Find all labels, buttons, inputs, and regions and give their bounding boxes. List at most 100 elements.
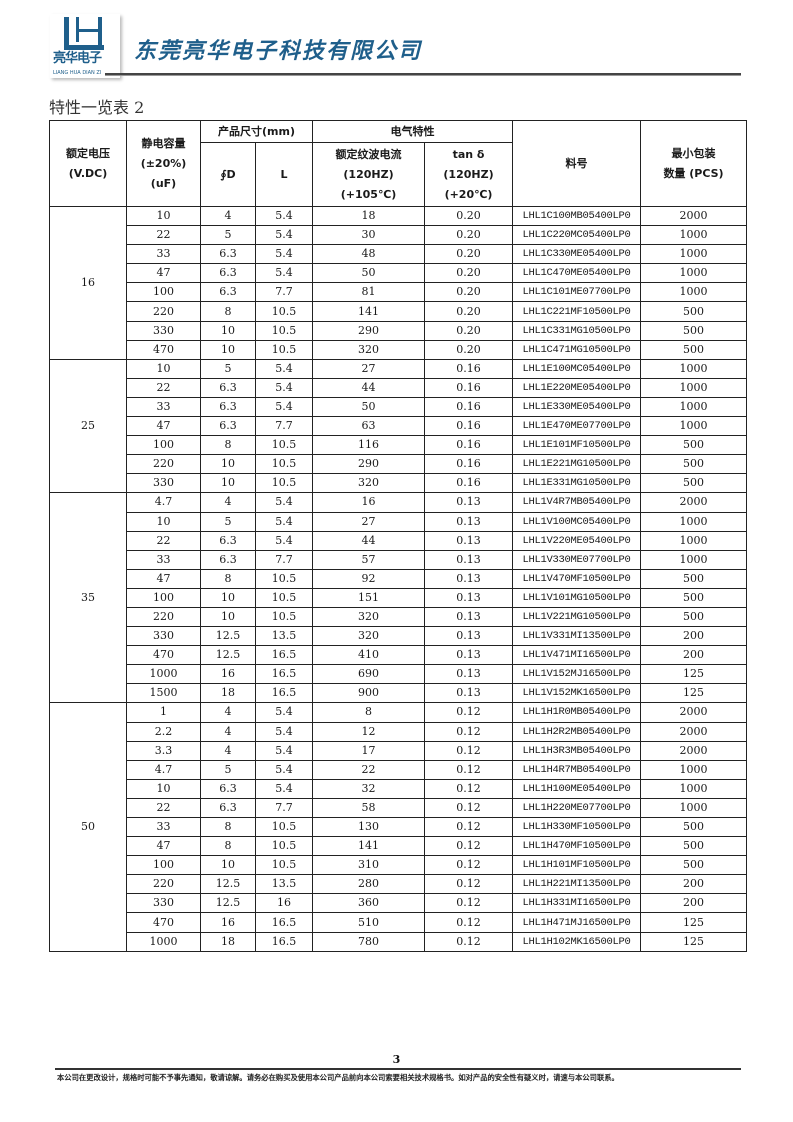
footer-divider [55, 1068, 741, 1070]
cell-length: 10.5 [254, 435, 314, 456]
logo-text-en: LIANG HUA DIAN ZI [53, 70, 102, 76]
cell-min-pack: 1000 [640, 759, 748, 780]
cell-length: 16.5 [254, 664, 314, 685]
cell-capacitance: 330 [126, 473, 201, 494]
header-ripple-current: 额定纹波电流 (120HZ) (+105℃) [312, 142, 426, 207]
header-capacitance: 静电容量 (±20%) (uF) [126, 120, 201, 207]
cell-ripple-current: 310 [312, 855, 426, 876]
cell-part-number: LHL1C221MF10500LP0 [512, 301, 642, 322]
cell-tan-delta: 0.12 [424, 855, 514, 876]
cell-diameter: 10 [200, 855, 256, 876]
cell-capacitance: 470 [126, 339, 201, 360]
cell-tan-delta: 0.20 [424, 301, 514, 322]
table-row: 470 10 10.5 320 0.20 LHL1C471MG10500LP0 500 [50, 339, 748, 360]
cell-diameter: 16 [200, 664, 256, 685]
cell-ripple-current: 780 [312, 931, 426, 952]
cell-min-pack: 500 [640, 836, 748, 857]
cell-length: 5.4 [254, 511, 314, 532]
cell-min-pack: 1000 [640, 797, 748, 819]
cell-min-pack: 1000 [640, 263, 748, 284]
cell-ripple-current: 30 [312, 225, 426, 246]
table-row: 16 10 4 5.4 18 0.20 LHL1C100MB05400LP0 2000 [49, 205, 748, 360]
cell-min-pack: 200 [640, 874, 748, 895]
cell-length: 10.5 [254, 320, 314, 341]
cell-min-pack: 125 [640, 683, 748, 704]
cell-length: 5.4 [254, 377, 314, 398]
cell-length: 10.5 [254, 606, 314, 628]
table-row: 100 10 10.5 151 0.13 LHL1V101MG10500LP0 500 [50, 587, 748, 608]
cell-length: 16.5 [254, 912, 314, 933]
table-row: 100 10 10.5 310 0.12 LHL1H101MF10500LP0 500 [50, 855, 748, 876]
cell-capacitance: 4.7 [126, 759, 201, 780]
cell-capacitance: 2.2 [126, 721, 201, 742]
cell-part-number: LHL1E470ME07700LP0 [512, 416, 642, 437]
cell-diameter: 5 [200, 358, 256, 379]
cell-part-number: LHL1V101MG10500LP0 [512, 587, 642, 608]
cell-min-pack: 1000 [640, 244, 748, 265]
cell-length: 5.4 [254, 205, 314, 227]
cell-diameter: 5 [200, 759, 256, 780]
cell-capacitance: 22 [126, 377, 201, 398]
cell-tan-delta: 0.16 [424, 396, 514, 418]
cell-tan-delta: 0.12 [424, 702, 514, 723]
cell-length: 13.5 [254, 626, 314, 647]
cell-tan-delta: 0.13 [424, 664, 514, 685]
table-row: 100 8 10.5 116 0.16 LHL1E101MF10500LP0 500 [50, 435, 748, 456]
cell-capacitance: 33 [126, 816, 201, 838]
cell-capacitance: 3.3 [126, 740, 201, 761]
cell-length: 7.7 [254, 282, 314, 303]
cell-tan-delta: 0.13 [424, 511, 514, 532]
cell-capacitance: 220 [126, 301, 201, 322]
table-row: 1500 18 16.5 900 0.13 LHL1V152MK16500LP0 125 [50, 683, 748, 704]
cell-diameter: 4 [200, 740, 256, 761]
cell-capacitance: 220 [126, 874, 201, 895]
cell-tan-delta: 0.12 [424, 836, 514, 857]
table-row: 47 8 10.5 141 0.12 LHL1H470MF10500LP0 500 [50, 836, 748, 857]
cell-diameter: 5 [200, 511, 256, 532]
cell-length: 10.5 [254, 568, 314, 589]
cell-capacitance: 330 [126, 893, 201, 914]
table-row: 33 6.3 7.7 57 0.13 LHL1V330ME07700LP0 1000 [50, 549, 748, 570]
cell-part-number: LHL1E330ME05400LP0 [512, 396, 642, 418]
cell-min-pack: 500 [640, 473, 748, 494]
cell-part-number: LHL1V221MG10500LP0 [512, 606, 642, 628]
table-row: 330 10 10.5 320 0.16 LHL1E331MG10500LP0 500 [50, 473, 748, 494]
cell-part-number: LHL1H220ME07700LP0 [512, 797, 642, 819]
cell-min-pack: 1000 [640, 225, 748, 246]
cell-tan-delta: 0.12 [424, 778, 514, 799]
cell-part-number: LHL1H101MF10500LP0 [512, 855, 642, 876]
cell-tan-delta: 0.13 [424, 530, 514, 551]
cell-min-pack: 500 [640, 301, 748, 322]
table-row: 3.3 4 5.4 17 0.12 LHL1H3R3MB05400LP0 2000 [50, 740, 748, 761]
cell-tan-delta: 0.12 [424, 740, 514, 761]
cell-ripple-current: 18 [312, 205, 426, 227]
cell-diameter: 16 [200, 912, 256, 933]
cell-diameter: 8 [200, 435, 256, 456]
cell-ripple-current: 63 [312, 416, 426, 437]
cell-tan-delta: 0.12 [424, 912, 514, 933]
cell-length: 10.5 [254, 836, 314, 857]
cell-diameter: 12.5 [200, 874, 256, 895]
cell-tan-delta: 0.13 [424, 492, 514, 513]
cell-tan-delta: 0.12 [424, 874, 514, 895]
cell-diameter: 8 [200, 836, 256, 857]
cell-tan-delta: 0.20 [424, 244, 514, 265]
cell-min-pack: 125 [640, 664, 748, 685]
cell-diameter: 8 [200, 816, 256, 838]
company-logo: 亮华电子 LIANG HUA DIAN ZI [50, 14, 120, 78]
cell-diameter: 6.3 [200, 396, 256, 418]
cell-capacitance: 1 [126, 702, 201, 723]
cell-length: 7.7 [254, 416, 314, 437]
cell-part-number: LHL1H4R7MB05400LP0 [512, 759, 642, 780]
cell-ripple-current: 22 [312, 759, 426, 780]
header-length: L [254, 142, 314, 207]
table-row: 33 6.3 5.4 50 0.16 LHL1E330ME05400LP0 1000 [50, 396, 748, 418]
spec-table: 额定电压 (V.DC) 静电容量 (±20%) (uF) 产品尺寸(mm) 电气特性 … [49, 120, 748, 952]
table-row: 47 6.3 5.4 50 0.20 LHL1C470ME05400LP0 1000 [50, 263, 748, 284]
cell-diameter: 6.3 [200, 778, 256, 799]
cell-part-number: LHL1C100MB05400LP0 [512, 205, 642, 227]
cell-min-pack: 2000 [640, 740, 748, 761]
cell-capacitance: 220 [126, 606, 201, 628]
cell-min-pack: 1000 [640, 511, 748, 532]
cell-part-number: LHL1H100ME05400LP0 [512, 778, 642, 799]
